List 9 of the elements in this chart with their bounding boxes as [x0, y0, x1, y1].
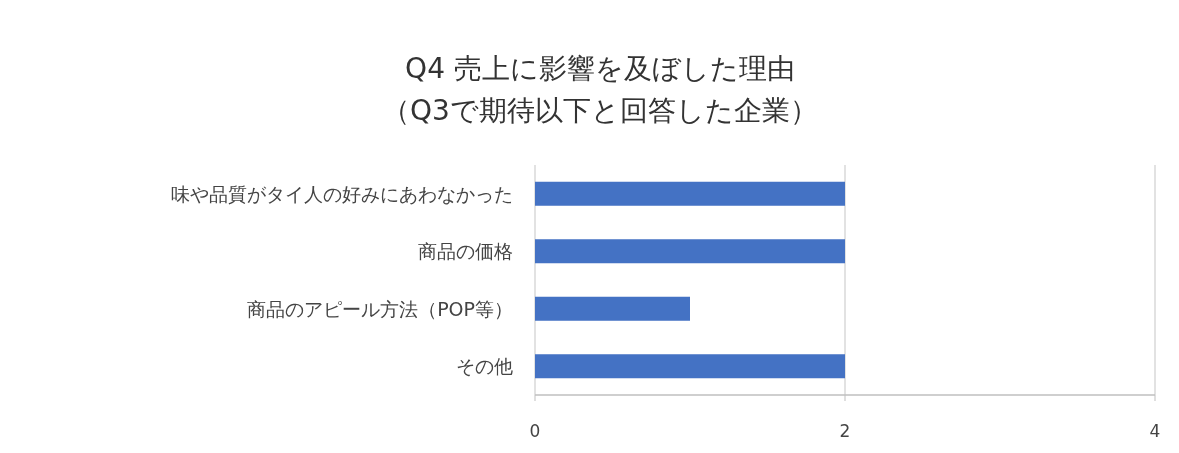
x-tick-label: 2 [839, 421, 851, 441]
x-tick-label: 4 [1149, 421, 1161, 441]
chart-title: Q4 売上に影響を及ぼした理由 [405, 52, 795, 85]
y-tick-label: その他 [456, 355, 513, 378]
x-tick-label: 0 [529, 421, 541, 441]
y-tick-label: 味や品質がタイ人の好みにあわなかった [171, 182, 513, 205]
y-tick-label: 商品の価格 [418, 240, 513, 263]
y-tick-label: 商品のアピール方法（POP等） [247, 297, 513, 320]
chart-subtitle: （Q3で期待以下と回答した企業） [382, 94, 818, 127]
